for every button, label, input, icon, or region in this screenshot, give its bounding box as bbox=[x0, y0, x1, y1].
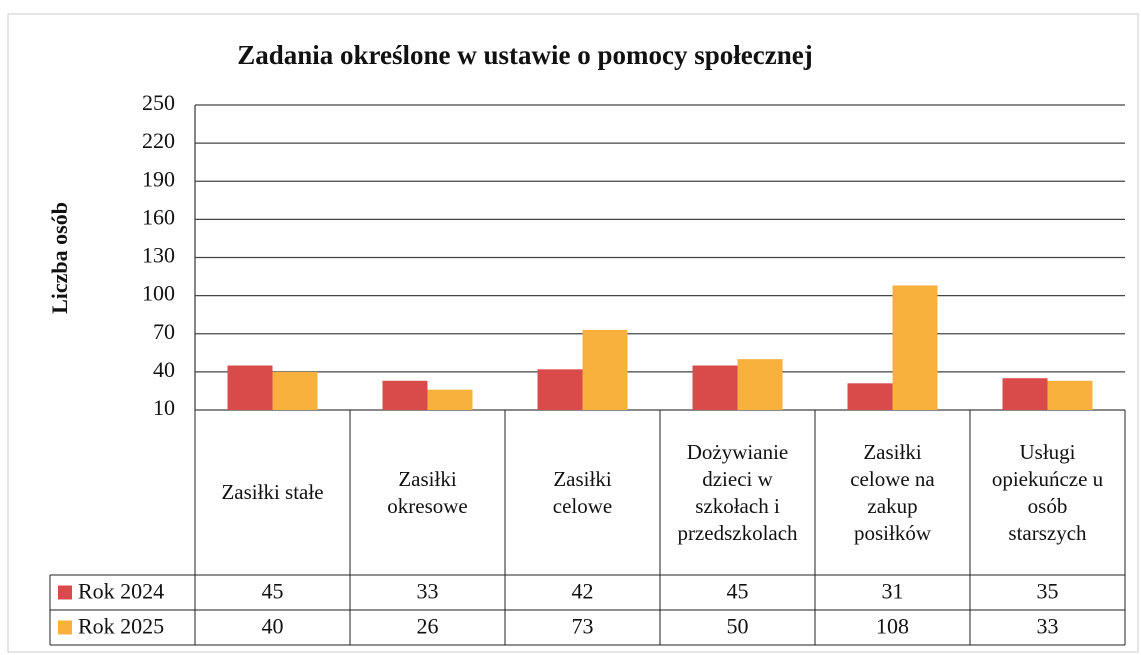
table-value: 31 bbox=[882, 579, 904, 604]
y-tick-label: 160 bbox=[142, 204, 175, 229]
y-tick-label: 190 bbox=[142, 166, 175, 191]
bar bbox=[427, 389, 473, 410]
x-tick-label: Dożywianie dzieci w szkołach i przedszko… bbox=[677, 439, 798, 545]
x-tick-label: Zasiłki celowe na zakup posiłków bbox=[850, 439, 935, 545]
y-tick-label: 250 bbox=[142, 90, 175, 115]
bar bbox=[382, 380, 428, 410]
bar bbox=[1002, 378, 1048, 410]
table-value: 26 bbox=[417, 614, 439, 639]
table-value: 50 bbox=[727, 614, 749, 639]
x-tick-label: Zasiłki celowe bbox=[552, 466, 613, 518]
bar bbox=[692, 365, 738, 410]
x-tick-label: Usługi opiekuńcze u osób starszych bbox=[991, 439, 1104, 545]
x-tick-label: Zasiłki okresowe bbox=[387, 466, 468, 518]
bar bbox=[582, 329, 628, 410]
chart-title: Zadania określone w ustawie o pomocy spo… bbox=[237, 40, 813, 70]
chart-border bbox=[7, 13, 1139, 653]
table-value: 40 bbox=[262, 614, 284, 639]
table-value: 33 bbox=[417, 579, 439, 604]
legend-swatch bbox=[58, 620, 72, 635]
bar bbox=[847, 383, 893, 410]
bar bbox=[737, 359, 783, 410]
bar bbox=[537, 369, 583, 410]
table-value: 42 bbox=[572, 579, 594, 604]
legend-label: Rok 2024 bbox=[78, 579, 164, 604]
legend-swatch bbox=[58, 585, 72, 600]
table-value: 73 bbox=[572, 614, 594, 639]
y-tick-label: 130 bbox=[142, 243, 175, 268]
bar bbox=[892, 285, 938, 410]
bar bbox=[1047, 380, 1093, 410]
bar bbox=[272, 371, 318, 410]
y-tick-label: 220 bbox=[142, 128, 175, 153]
y-tick-label: 70 bbox=[153, 319, 175, 344]
bar bbox=[227, 365, 273, 410]
y-axis-label: Liczba osób bbox=[47, 202, 72, 314]
table-value: 45 bbox=[262, 579, 284, 604]
y-tick-label: 40 bbox=[153, 357, 175, 382]
y-tick-label: 100 bbox=[142, 281, 175, 306]
table-value: 33 bbox=[1037, 614, 1059, 639]
table-value: 35 bbox=[1037, 579, 1059, 604]
legend-label: Rok 2025 bbox=[78, 614, 164, 639]
table-value: 45 bbox=[727, 579, 749, 604]
y-tick-label: 10 bbox=[153, 395, 175, 420]
table-value: 108 bbox=[876, 614, 909, 639]
x-tick-label: Zasiłki stałe bbox=[221, 480, 324, 504]
